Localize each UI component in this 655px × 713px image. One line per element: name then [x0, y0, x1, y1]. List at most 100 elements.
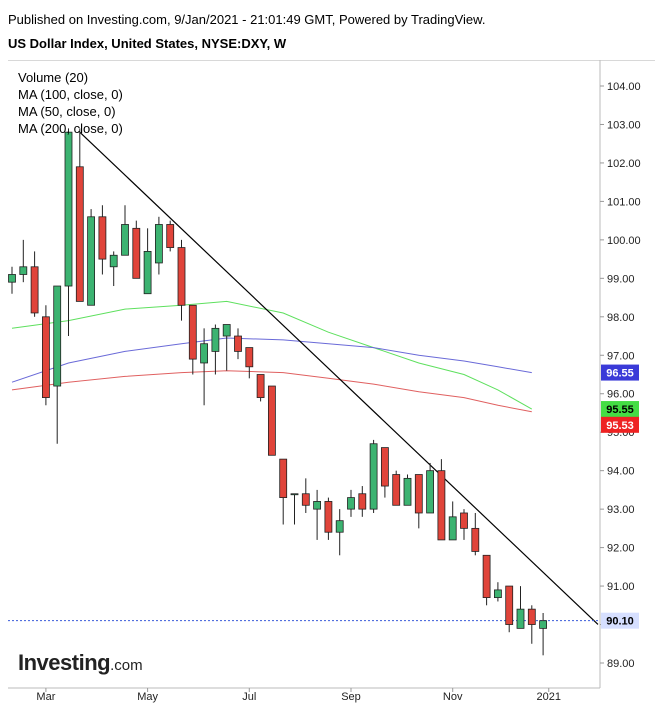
x-tick-label: May: [137, 691, 158, 703]
candle[interactable]: [539, 612, 547, 656]
candle[interactable]: [177, 239, 186, 321]
candle-body: [505, 585, 514, 625]
candle-body: [414, 474, 423, 514]
candle[interactable]: [200, 328, 209, 406]
candle[interactable]: [403, 474, 412, 506]
candle[interactable]: [358, 486, 367, 517]
candle[interactable]: [188, 304, 197, 375]
candle[interactable]: [324, 497, 333, 540]
candle[interactable]: [121, 205, 129, 256]
price-badge-bg: [601, 401, 639, 418]
candles: [8, 128, 547, 656]
candle[interactable]: [527, 605, 536, 644]
logo-brand: Investing: [18, 650, 111, 675]
legend-volume: Volume (20): [18, 70, 89, 85]
candle[interactable]: [8, 266, 16, 294]
candle[interactable]: [87, 209, 95, 306]
candle-body: [324, 501, 333, 533]
candle[interactable]: [516, 586, 525, 629]
candle[interactable]: [471, 512, 480, 556]
candle-body: [200, 343, 209, 364]
candle[interactable]: [493, 582, 502, 602]
candle[interactable]: [143, 228, 152, 295]
ma-line-1: [11, 337, 532, 383]
candle-body: [143, 251, 152, 295]
candle[interactable]: [211, 324, 220, 375]
candle[interactable]: [53, 285, 62, 444]
candle-body: [53, 285, 62, 387]
candle[interactable]: [313, 489, 322, 540]
candle-body: [19, 266, 28, 275]
candle-body: [437, 470, 446, 541]
candle-body: [313, 501, 322, 510]
candle[interactable]: [448, 501, 457, 541]
candle[interactable]: [369, 439, 378, 513]
price-badge-bg: [601, 416, 639, 433]
candle[interactable]: [380, 447, 389, 498]
y-tick-label: 92.00: [607, 543, 635, 555]
candle[interactable]: [505, 585, 514, 633]
candle[interactable]: [30, 251, 39, 317]
candle[interactable]: [335, 509, 344, 556]
published-note: Published on Investing.com, 9/Jan/2021 -…: [8, 12, 486, 27]
candle-body: [222, 324, 231, 337]
candle-body: [301, 493, 310, 506]
candle[interactable]: [64, 128, 73, 337]
candle[interactable]: [132, 220, 141, 279]
candle-body: [426, 470, 435, 514]
ma-line-2: [11, 370, 532, 413]
candle[interactable]: [109, 251, 118, 287]
candle[interactable]: [426, 462, 435, 514]
candle-body: [256, 374, 265, 398]
legend-ma200: MA (200, close, 0): [18, 121, 123, 136]
price-badge-bg: [601, 612, 639, 629]
candle[interactable]: [267, 385, 276, 456]
candle[interactable]: [256, 374, 265, 402]
x-tick-label: Nov: [443, 691, 463, 703]
chart-title: US Dollar Index, United States, NYSE:DXY…: [8, 36, 287, 51]
candle[interactable]: [482, 554, 491, 606]
ma-line-0: [11, 300, 533, 410]
legend-ma100: MA (100, close, 0): [18, 87, 123, 102]
candle[interactable]: [301, 478, 310, 513]
candle-body: [460, 512, 468, 529]
price-badge: 90.10: [601, 612, 639, 629]
candle-body: [42, 316, 50, 398]
candle-body: [369, 443, 378, 510]
candle[interactable]: [19, 239, 28, 283]
price-badges: 96.55 95.55 95.53 90.10: [601, 364, 639, 629]
candle[interactable]: [245, 347, 254, 379]
candle[interactable]: [42, 305, 50, 406]
x-tick-label: Jul: [242, 691, 256, 703]
candle-body: [211, 327, 220, 352]
candle[interactable]: [75, 128, 84, 302]
candle[interactable]: [98, 205, 107, 275]
candle[interactable]: [166, 220, 175, 252]
y-tick-label: 103.00: [607, 119, 641, 131]
candle-body: [109, 254, 118, 268]
candle[interactable]: [279, 458, 288, 525]
candle-body: [482, 554, 491, 599]
x-tick-label: 2021: [537, 691, 561, 703]
price-badge-bg: [601, 364, 639, 381]
candle-body: [30, 266, 39, 314]
price-badge-label: 95.53: [606, 420, 634, 432]
candle[interactable]: [154, 216, 163, 275]
y-tick-label: 98.00: [607, 312, 635, 324]
candle-body: [290, 493, 299, 496]
candle[interactable]: [222, 324, 231, 371]
candle[interactable]: [437, 459, 446, 541]
candle[interactable]: [460, 509, 468, 540]
candle[interactable]: [392, 470, 401, 506]
candle-body: [380, 447, 389, 487]
candle-body: [87, 216, 95, 306]
y-tick-label: 93.00: [607, 504, 635, 516]
price-badge-label: 95.55: [606, 404, 634, 416]
candle[interactable]: [347, 489, 355, 517]
candle[interactable]: [414, 474, 423, 529]
candle[interactable]: [290, 493, 299, 525]
candle-body: [448, 516, 457, 541]
y-tick-label: 102.00: [607, 158, 641, 170]
candle[interactable]: [234, 328, 242, 360]
